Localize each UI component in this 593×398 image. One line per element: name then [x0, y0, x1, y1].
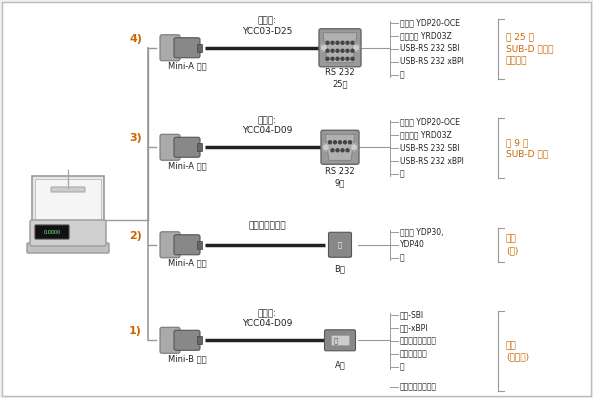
Text: 订单号:: 订单号:: [258, 17, 277, 26]
Circle shape: [341, 57, 344, 60]
Circle shape: [336, 149, 339, 152]
FancyBboxPatch shape: [324, 330, 355, 351]
Circle shape: [346, 41, 349, 44]
Circle shape: [351, 57, 354, 60]
Circle shape: [336, 57, 339, 60]
Text: YCC03-D25: YCC03-D25: [243, 27, 293, 36]
Circle shape: [351, 41, 354, 44]
Circle shape: [346, 149, 349, 152]
Text: YCC04-D09: YCC04-D09: [243, 319, 293, 328]
Text: 带 9 针
SUB-D 插头: 带 9 针 SUB-D 插头: [506, 138, 548, 159]
Circle shape: [350, 144, 358, 151]
Text: 订单号:: 订单号:: [258, 116, 277, 125]
Text: 打印机 YDP20-OCE: 打印机 YDP20-OCE: [400, 18, 460, 27]
Text: YDP40: YDP40: [400, 240, 425, 249]
FancyBboxPatch shape: [174, 137, 200, 157]
FancyBboxPatch shape: [197, 44, 202, 52]
FancyBboxPatch shape: [197, 241, 202, 249]
Text: A型: A型: [334, 360, 345, 369]
Circle shape: [339, 141, 342, 144]
FancyBboxPatch shape: [160, 35, 180, 61]
Text: USB-RS 232 xBPI: USB-RS 232 xBPI: [400, 157, 464, 166]
Text: Mini-A 接口: Mini-A 接口: [168, 62, 206, 71]
Circle shape: [341, 49, 344, 52]
Circle shape: [346, 49, 349, 52]
Text: 关: 关: [400, 70, 404, 79]
Text: B型: B型: [334, 265, 346, 274]
Circle shape: [326, 49, 329, 52]
Text: 关: 关: [400, 253, 404, 262]
Text: YCC04-D09: YCC04-D09: [243, 126, 293, 135]
FancyBboxPatch shape: [197, 143, 202, 151]
FancyBboxPatch shape: [174, 38, 200, 58]
Circle shape: [331, 57, 334, 60]
Circle shape: [349, 141, 352, 144]
FancyBboxPatch shape: [160, 134, 180, 160]
FancyBboxPatch shape: [32, 176, 104, 244]
Text: 2): 2): [129, 231, 142, 241]
Circle shape: [331, 49, 334, 52]
FancyBboxPatch shape: [319, 29, 361, 67]
Text: 电脑-SBI: 电脑-SBI: [400, 311, 424, 320]
Text: 第二显示 YRD03Z: 第二显示 YRD03Z: [400, 131, 452, 140]
Text: 第二显示 YRD03Z: 第二显示 YRD03Z: [400, 31, 452, 40]
FancyBboxPatch shape: [321, 130, 359, 164]
Text: Mini-A 接口: Mini-A 接口: [168, 259, 206, 268]
Text: 电脑文本格式: 电脑文本格式: [400, 350, 428, 359]
FancyBboxPatch shape: [30, 220, 106, 246]
Circle shape: [352, 44, 359, 51]
Text: 4): 4): [129, 34, 142, 44]
Text: ⬧: ⬧: [338, 242, 342, 248]
Circle shape: [351, 49, 354, 52]
FancyBboxPatch shape: [160, 327, 180, 353]
Circle shape: [320, 44, 327, 51]
Circle shape: [331, 41, 334, 44]
Circle shape: [343, 141, 346, 144]
Polygon shape: [323, 33, 357, 63]
Text: RS 232
9针: RS 232 9针: [325, 167, 355, 187]
Circle shape: [326, 57, 329, 60]
Circle shape: [326, 41, 329, 44]
FancyBboxPatch shape: [35, 179, 101, 227]
Circle shape: [346, 57, 349, 60]
Text: 0.0000: 0.0000: [43, 230, 60, 234]
FancyBboxPatch shape: [35, 225, 69, 239]
Text: 可移动数据存储器: 可移动数据存储器: [400, 383, 437, 392]
Text: RS 232
25针: RS 232 25针: [325, 68, 355, 88]
Text: USB-RS 232 SBI: USB-RS 232 SBI: [400, 144, 460, 153]
FancyBboxPatch shape: [160, 232, 180, 258]
FancyBboxPatch shape: [174, 235, 200, 255]
Text: 1): 1): [129, 326, 142, 336]
Text: Mini-A 接口: Mini-A 接口: [168, 161, 206, 170]
FancyBboxPatch shape: [27, 243, 109, 253]
FancyBboxPatch shape: [174, 330, 200, 350]
Circle shape: [336, 41, 339, 44]
Text: 随附打印机设备: 随附打印机设备: [248, 222, 286, 231]
FancyBboxPatch shape: [197, 336, 202, 344]
Text: 订单号:: 订单号:: [258, 309, 277, 318]
Text: 带 25 针
SUB-D 插头的
串行设备: 带 25 针 SUB-D 插头的 串行设备: [506, 33, 553, 65]
Text: USB-RS 232 xBPI: USB-RS 232 xBPI: [400, 57, 464, 66]
Text: 关: 关: [400, 170, 404, 179]
FancyBboxPatch shape: [329, 232, 352, 257]
FancyBboxPatch shape: [331, 335, 349, 345]
Text: 主机
(控制器): 主机 (控制器): [506, 341, 529, 362]
Text: 电脑-xBPI: 电脑-xBPI: [400, 324, 429, 333]
Text: USB-RS 232 SBI: USB-RS 232 SBI: [400, 44, 460, 53]
Circle shape: [329, 141, 331, 144]
Circle shape: [323, 144, 330, 151]
Circle shape: [331, 149, 334, 152]
Circle shape: [341, 149, 344, 152]
Text: 3): 3): [129, 133, 142, 143]
Text: ⬦: ⬦: [334, 337, 338, 343]
FancyBboxPatch shape: [51, 187, 85, 192]
Text: 关: 关: [400, 363, 404, 372]
Circle shape: [336, 49, 339, 52]
Text: 电脑电子表格格式: 电脑电子表格格式: [400, 337, 437, 346]
Text: 打印机 YDP30,: 打印机 YDP30,: [400, 227, 444, 236]
Circle shape: [333, 141, 336, 144]
Circle shape: [341, 41, 344, 44]
Text: 设备
(从): 设备 (从): [506, 234, 518, 255]
Text: Mini-B 接口: Mini-B 接口: [168, 354, 206, 363]
